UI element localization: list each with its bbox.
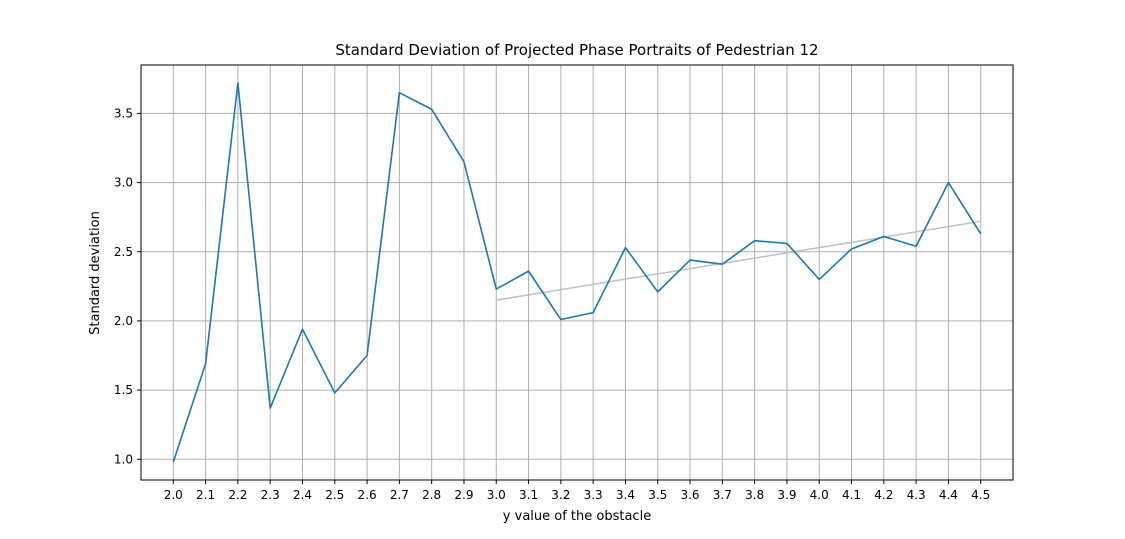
x-tick-label: 3.5 bbox=[648, 488, 667, 502]
series-line-trend bbox=[496, 220, 981, 301]
y-axis-label: Standard deviation bbox=[88, 211, 103, 335]
x-tick-label: 2.9 bbox=[454, 488, 473, 502]
y-tick-label: 3.5 bbox=[114, 106, 133, 120]
x-tick-label: 3.2 bbox=[551, 488, 570, 502]
chart-title: Standard Deviation of Projected Phase Po… bbox=[335, 41, 818, 59]
y-axis: 1.0 1.5 2.0 2.5 3.0 3.5 bbox=[114, 106, 141, 466]
x-tick-label: 4.1 bbox=[842, 488, 861, 502]
x-tick-label: 4.5 bbox=[971, 488, 990, 502]
y-tick-label: 1.5 bbox=[114, 383, 133, 397]
y-tick-label: 2.5 bbox=[114, 245, 133, 259]
x-axis: 2.0 2.1 2.2 2.3 2.4 2.5 2.6 2.7 2.8 2.9 3.0 3.1 3.2 3… bbox=[164, 480, 990, 502]
x-tick-label: 3.3 bbox=[584, 488, 603, 502]
y-tick-label: 2.0 bbox=[114, 314, 133, 328]
x-tick-label: 4.3 bbox=[907, 488, 926, 502]
series-group bbox=[172, 82, 982, 463]
x-tick-label: 2.6 bbox=[358, 488, 377, 502]
grid bbox=[141, 65, 1013, 480]
x-tick-label: 3.9 bbox=[777, 488, 796, 502]
x-tick-label: 2.2 bbox=[228, 488, 247, 502]
x-tick-label: 2.4 bbox=[293, 488, 312, 502]
x-tick-label: 2.7 bbox=[390, 488, 409, 502]
x-tick-label: 3.0 bbox=[487, 488, 506, 502]
x-tick-label: 2.0 bbox=[164, 488, 183, 502]
x-axis-label: y value of the obstacle bbox=[503, 509, 651, 524]
x-tick-label: 3.4 bbox=[616, 488, 635, 502]
x-tick-label: 3.6 bbox=[680, 488, 699, 502]
y-tick-label: 3.0 bbox=[114, 176, 133, 190]
x-tick-label: 3.1 bbox=[519, 488, 538, 502]
x-tick-label: 2.5 bbox=[325, 488, 344, 502]
y-tick-label: 1.0 bbox=[114, 452, 133, 466]
x-tick-label: 4.4 bbox=[939, 488, 958, 502]
series-line-main bbox=[172, 82, 982, 463]
x-tick-label: 4.2 bbox=[874, 488, 893, 502]
x-tick-label: 3.7 bbox=[713, 488, 732, 502]
x-tick-label: 3.8 bbox=[745, 488, 764, 502]
x-tick-label: 2.8 bbox=[422, 488, 441, 502]
x-tick-label: 4.0 bbox=[810, 488, 829, 502]
plot-frame bbox=[140, 64, 1014, 481]
x-tick-label: 2.3 bbox=[261, 488, 280, 502]
x-tick-label: 2.1 bbox=[196, 488, 215, 502]
